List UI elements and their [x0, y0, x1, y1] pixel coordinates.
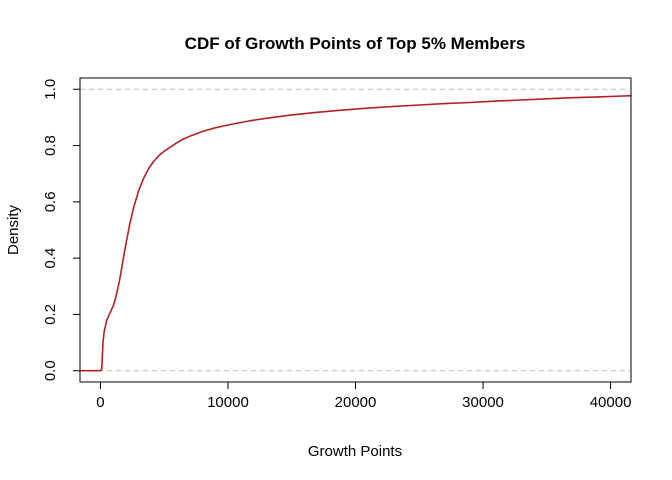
cdf-series-line-0 — [79, 94, 632, 372]
x-tick-label: 10000 — [207, 394, 249, 411]
x-axis: 0 10000 20000 30000 40000 — [96, 381, 632, 411]
chart-title: CDF of Growth Points of Top 5% Members — [185, 34, 526, 53]
x-tick-label: 40000 — [590, 394, 632, 411]
y-tick-label: 1.0 — [42, 79, 59, 100]
plot-frame — [79, 77, 632, 383]
y-tick-label: 0.4 — [42, 248, 59, 269]
y-axis-label: Density — [5, 204, 22, 255]
x-tick-label: 30000 — [462, 394, 504, 411]
y-tick-label: 0.6 — [42, 191, 59, 212]
x-axis-label: Growth Points — [308, 443, 402, 460]
reference-lines — [80, 88, 631, 372]
y-axis: 0.0 0.2 0.4 0.6 0.8 1.0 — [42, 79, 81, 381]
series-layer — [79, 94, 632, 372]
x-tick-label: 0 — [96, 394, 104, 411]
y-tick-label: 0.2 — [42, 304, 59, 325]
x-tick-label: 20000 — [335, 394, 377, 411]
y-tick-label: 0.8 — [42, 135, 59, 156]
y-tick-label: 0.0 — [42, 360, 59, 381]
